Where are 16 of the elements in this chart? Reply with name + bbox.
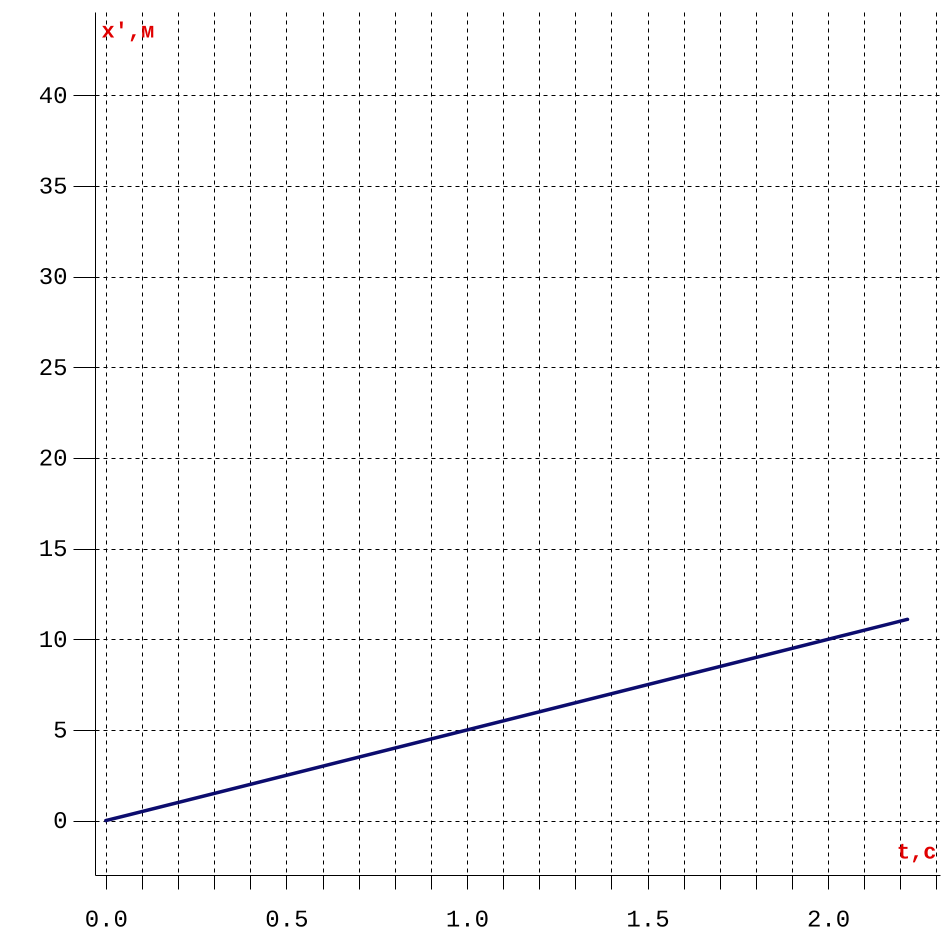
y-tick-label: 20 <box>38 446 68 474</box>
x-tick-label: 0.0 <box>84 908 128 934</box>
y-tick-label: 30 <box>38 265 68 292</box>
x-tick-label: 0.5 <box>265 908 308 934</box>
y-axis-title: x',м <box>102 20 154 44</box>
y-tick-label: 40 <box>38 84 68 111</box>
y-tick-label: 35 <box>38 174 68 202</box>
x-axis-title: t,с <box>896 840 936 866</box>
x-tick-label: 1.0 <box>446 908 490 934</box>
y-tick-label: 10 <box>38 628 68 655</box>
y-tick-label: 5 <box>53 718 68 746</box>
y-tick-label: 0 <box>53 809 68 836</box>
x-tick-label: 2.0 <box>806 908 850 934</box>
y-tick-label: 15 <box>38 537 68 564</box>
y-tick-label: 25 <box>38 356 68 383</box>
x-tick-label: 1.5 <box>626 908 670 934</box>
